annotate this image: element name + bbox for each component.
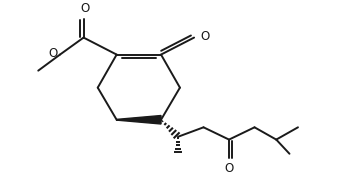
Text: O: O [201,30,210,43]
Text: O: O [80,2,89,15]
Text: O: O [48,47,57,60]
Text: O: O [225,162,233,175]
Polygon shape [117,116,161,124]
